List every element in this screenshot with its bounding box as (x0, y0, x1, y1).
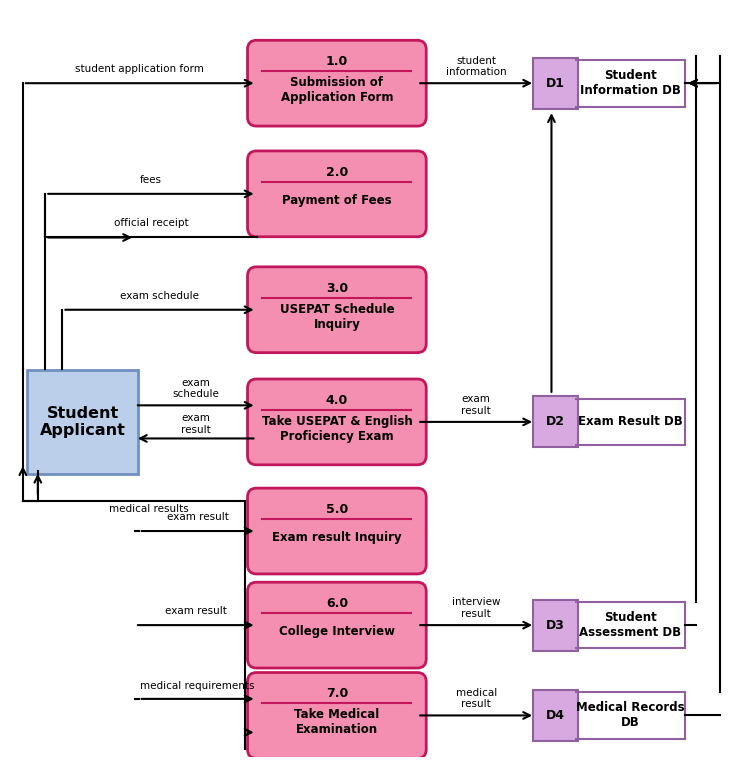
FancyBboxPatch shape (27, 370, 138, 474)
Text: medical
result: medical result (456, 688, 497, 709)
Text: 3.0: 3.0 (326, 282, 348, 295)
Text: Student
Applicant: Student Applicant (40, 406, 125, 438)
Text: student application form: student application form (76, 64, 204, 74)
FancyBboxPatch shape (533, 689, 578, 741)
Bar (576, 602, 684, 648)
Text: exam schedule: exam schedule (120, 291, 199, 301)
Text: exam
result: exam result (461, 394, 491, 416)
Text: D3: D3 (546, 619, 565, 632)
Text: Take USEPAT & English
Proficiency Exam: Take USEPAT & English Proficiency Exam (262, 415, 412, 443)
Text: 6.0: 6.0 (326, 597, 348, 610)
Text: interview
result: interview result (452, 597, 500, 619)
Text: D4: D4 (546, 709, 565, 722)
Text: exam
result: exam result (181, 413, 211, 435)
Bar (576, 399, 684, 445)
Text: Take Medical
Examination: Take Medical Examination (294, 708, 380, 736)
Text: exam result: exam result (166, 512, 228, 522)
FancyBboxPatch shape (533, 58, 578, 109)
Text: D1: D1 (546, 77, 565, 90)
Text: Student
Assessment DB: Student Assessment DB (579, 611, 681, 639)
Text: 1.0: 1.0 (326, 55, 348, 68)
Bar (576, 692, 684, 739)
Text: official receipt: official receipt (113, 218, 188, 228)
Text: student
information: student information (446, 56, 507, 77)
Bar (576, 60, 684, 107)
Text: Payment of Fees: Payment of Fees (282, 194, 392, 207)
Text: USEPAT Schedule
Inquiry: USEPAT Schedule Inquiry (280, 303, 394, 330)
FancyBboxPatch shape (247, 379, 426, 465)
Text: exam
schedule: exam schedule (172, 377, 219, 400)
Text: D2: D2 (546, 416, 565, 428)
Text: Exam result Inquiry: Exam result Inquiry (272, 531, 401, 544)
Text: Exam Result DB: Exam Result DB (578, 416, 683, 428)
Text: medical requirements: medical requirements (141, 681, 255, 691)
FancyBboxPatch shape (533, 600, 578, 651)
FancyBboxPatch shape (247, 151, 426, 237)
Text: 5.0: 5.0 (326, 503, 348, 516)
Text: College Interview: College Interview (279, 626, 395, 638)
Text: Submission of
Application Form: Submission of Application Form (280, 76, 393, 104)
FancyBboxPatch shape (247, 673, 426, 759)
Text: 4.0: 4.0 (326, 393, 348, 406)
Text: medical results: medical results (109, 505, 189, 514)
Text: exam result: exam result (165, 606, 227, 616)
FancyBboxPatch shape (247, 40, 426, 126)
FancyBboxPatch shape (247, 582, 426, 668)
Text: Medical Records
DB: Medical Records DB (576, 702, 685, 730)
FancyBboxPatch shape (247, 267, 426, 352)
Text: 2.0: 2.0 (326, 166, 348, 179)
Text: 7.0: 7.0 (326, 687, 348, 700)
Text: fees: fees (140, 175, 162, 185)
Text: Student
Information DB: Student Information DB (580, 69, 680, 97)
FancyBboxPatch shape (247, 488, 426, 574)
FancyBboxPatch shape (533, 396, 578, 447)
